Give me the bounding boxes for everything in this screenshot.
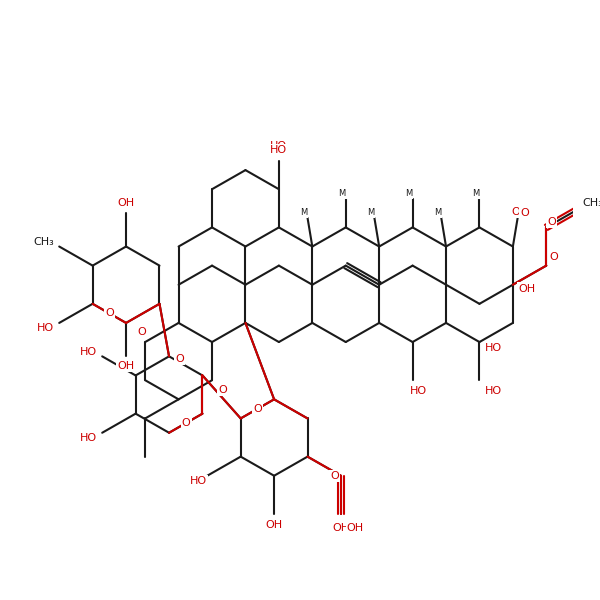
Text: OH: OH [266,520,283,530]
Text: O: O [137,328,146,337]
Text: HO: HO [190,476,207,487]
Text: HO: HO [410,386,427,396]
Text: HO: HO [80,433,97,443]
Text: OH: OH [347,523,364,533]
Text: O: O [253,404,262,414]
Text: O: O [549,252,558,262]
Text: O: O [521,208,529,218]
Text: CH₃: CH₃ [34,237,55,247]
Text: O: O [330,471,338,481]
Text: CH₃: CH₃ [583,197,600,208]
Text: HO: HO [37,323,55,332]
Text: O: O [106,308,114,319]
Text: M: M [434,208,441,217]
Text: O: O [218,385,227,395]
Text: HO: HO [271,145,287,155]
Text: M: M [367,208,374,217]
Text: M: M [338,188,346,197]
Text: HO: HO [271,141,287,151]
Text: HO: HO [80,347,97,356]
Text: M: M [472,188,479,197]
Text: OH: OH [118,199,134,208]
Text: OH: OH [332,523,350,533]
Text: M: M [300,208,307,217]
Text: O: O [176,354,184,364]
Text: HO: HO [485,343,502,353]
Text: OH: OH [518,284,536,293]
Text: M: M [405,188,412,197]
Text: HO: HO [485,386,502,396]
Text: OH: OH [118,361,134,371]
Text: O: O [547,217,556,227]
Text: O: O [511,207,520,217]
Text: O: O [182,418,191,428]
